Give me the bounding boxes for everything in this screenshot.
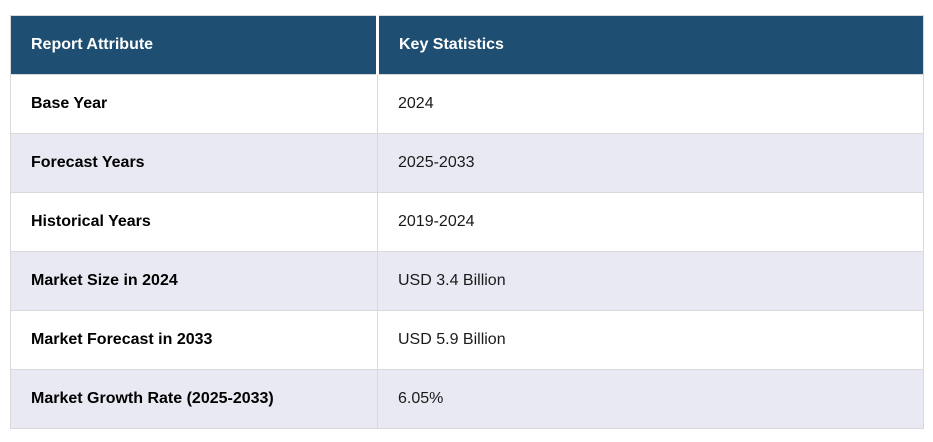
table-header-row: Report Attribute Key Statistics	[10, 15, 924, 75]
value-cell: 2025-2033	[377, 133, 924, 193]
table-row-market-forecast: Market Forecast in 2033 USD 5.9 Billion	[10, 310, 924, 370]
table-body: Base Year 2024 Forecast Years 2025-2033 …	[10, 74, 924, 429]
value-cell: USD 3.4 Billion	[377, 251, 924, 311]
attribute-cell: Base Year	[10, 74, 378, 134]
value-cell: 6.05%	[377, 369, 924, 429]
table-row-forecast-years: Forecast Years 2025-2033	[10, 133, 924, 193]
table-row-market-growth-rate: Market Growth Rate (2025-2033) 6.05%	[10, 369, 924, 429]
table-row-historical-years: Historical Years 2019-2024	[10, 192, 924, 252]
table-row-base-year: Base Year 2024	[10, 74, 924, 134]
column-header-report-attribute: Report Attribute	[10, 15, 379, 75]
value-cell: 2019-2024	[377, 192, 924, 252]
attribute-cell: Historical Years	[10, 192, 378, 252]
attribute-cell: Market Size in 2024	[10, 251, 378, 311]
table-head: Report Attribute Key Statistics	[10, 15, 924, 75]
value-cell: USD 5.9 Billion	[377, 310, 924, 370]
value-cell: 2024	[377, 74, 924, 134]
column-header-key-statistics: Key Statistics	[377, 15, 924, 75]
attribute-cell: Forecast Years	[10, 133, 378, 193]
attribute-cell: Market Growth Rate (2025-2033)	[10, 369, 378, 429]
attribute-cell: Market Forecast in 2033	[10, 310, 378, 370]
report-statistics-table: Report Attribute Key Statistics Base Yea…	[10, 15, 924, 429]
table-row-market-size: Market Size in 2024 USD 3.4 Billion	[10, 251, 924, 311]
